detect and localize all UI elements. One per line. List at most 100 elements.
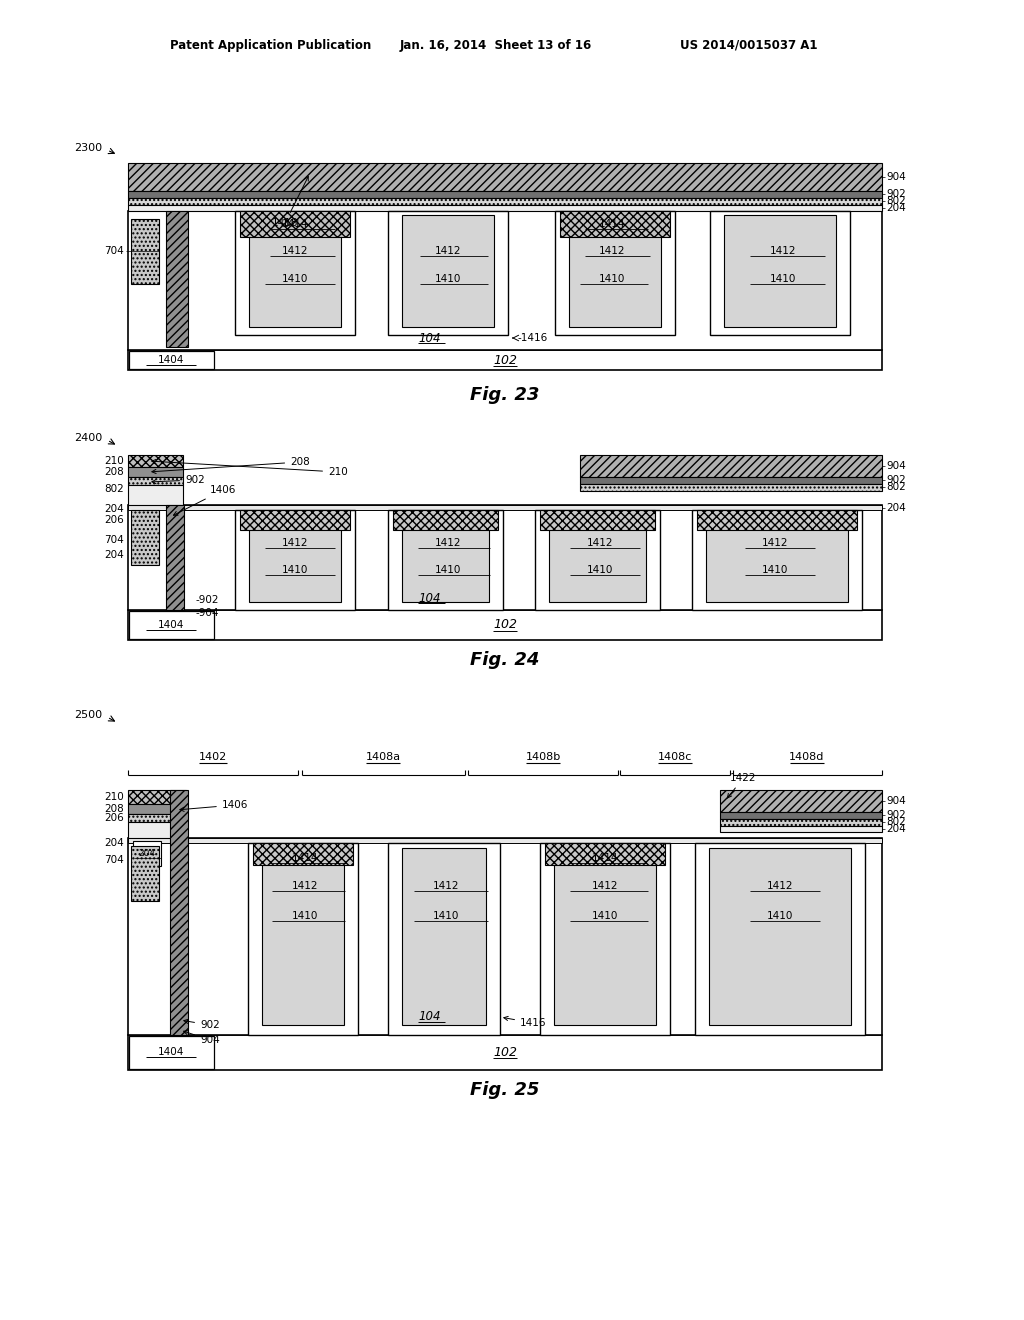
Bar — [131, 219, 159, 284]
Bar — [720, 826, 882, 832]
Text: 1414: 1414 — [592, 853, 618, 863]
Bar — [128, 506, 882, 510]
Text: -1416: -1416 — [518, 333, 548, 343]
Bar — [393, 510, 498, 531]
Text: 1414: 1414 — [292, 853, 318, 863]
Text: 1408b: 1408b — [525, 752, 560, 762]
Bar — [128, 804, 186, 814]
Text: 904: 904 — [886, 172, 906, 182]
Bar — [129, 1036, 214, 1069]
Bar — [402, 847, 486, 1026]
Text: 1402: 1402 — [199, 752, 227, 762]
Text: 1410: 1410 — [435, 275, 461, 284]
Bar — [128, 822, 186, 838]
Text: US 2014/0015037 A1: US 2014/0015037 A1 — [680, 38, 817, 51]
Bar — [128, 789, 186, 804]
Bar — [540, 843, 670, 1035]
Bar — [569, 215, 662, 327]
Bar — [248, 843, 358, 1035]
Text: 1412: 1412 — [770, 246, 797, 256]
Text: 704: 704 — [104, 535, 124, 545]
Text: 1404: 1404 — [158, 1047, 184, 1057]
Bar — [128, 506, 882, 610]
Text: 902: 902 — [184, 1019, 220, 1030]
Bar — [692, 510, 862, 610]
Text: 204: 204 — [104, 550, 124, 560]
Text: 1410: 1410 — [587, 565, 613, 576]
Bar — [234, 211, 355, 335]
Text: 204: 204 — [138, 849, 156, 858]
Bar — [128, 814, 186, 822]
Bar — [166, 211, 188, 347]
Text: 1412: 1412 — [433, 880, 459, 891]
Bar — [545, 843, 665, 865]
Text: 1406: 1406 — [180, 800, 248, 812]
Text: -904: -904 — [195, 609, 218, 618]
Bar — [540, 510, 655, 531]
Text: 1410: 1410 — [435, 565, 461, 576]
Bar — [402, 215, 494, 327]
Bar — [554, 847, 656, 1026]
Text: 802: 802 — [886, 817, 906, 828]
Text: 1412: 1412 — [292, 880, 318, 891]
Text: 1408c: 1408c — [657, 752, 692, 762]
Text: Fig. 24: Fig. 24 — [470, 651, 540, 669]
Bar — [128, 838, 882, 843]
Text: 1412: 1412 — [762, 539, 788, 548]
Text: 902: 902 — [886, 189, 906, 199]
Bar — [720, 818, 882, 826]
Text: 2300: 2300 — [74, 143, 102, 153]
Bar — [128, 838, 882, 1035]
Text: 1412: 1412 — [282, 246, 308, 256]
Text: 208: 208 — [104, 467, 124, 477]
Bar — [128, 455, 183, 467]
Bar — [249, 215, 341, 327]
Text: 1410: 1410 — [770, 275, 797, 284]
Bar — [262, 847, 344, 1026]
Bar — [697, 510, 857, 531]
Text: 802: 802 — [886, 482, 906, 492]
Text: 902: 902 — [152, 475, 205, 484]
Text: 1410: 1410 — [599, 275, 626, 284]
Bar — [580, 477, 882, 484]
Text: 206: 206 — [104, 813, 124, 822]
Text: 904: 904 — [886, 461, 906, 471]
Text: 1416: 1416 — [504, 1016, 547, 1028]
Bar — [131, 510, 159, 565]
Bar — [549, 515, 646, 602]
Bar — [720, 789, 882, 812]
Text: 1410: 1410 — [762, 565, 788, 576]
Text: Patent Application Publication: Patent Application Publication — [170, 38, 372, 51]
Text: -902: -902 — [195, 595, 218, 605]
Text: 2500: 2500 — [74, 710, 102, 719]
Bar — [240, 211, 350, 238]
Text: 902: 902 — [886, 475, 906, 484]
Text: 2400: 2400 — [74, 433, 102, 444]
Text: 210: 210 — [104, 455, 124, 466]
Text: 1404: 1404 — [158, 355, 184, 366]
Bar — [695, 843, 865, 1035]
Text: 1412: 1412 — [435, 246, 461, 256]
Bar — [402, 515, 489, 602]
Text: 104: 104 — [419, 331, 441, 345]
Text: 1422: 1422 — [727, 774, 757, 799]
Text: 102: 102 — [493, 1045, 517, 1059]
Text: 210: 210 — [152, 459, 348, 477]
Text: 1412: 1412 — [767, 880, 794, 891]
Bar — [560, 211, 670, 238]
Bar — [555, 211, 675, 335]
Text: 704: 704 — [104, 855, 124, 865]
Text: 1408d: 1408d — [790, 752, 824, 762]
Text: 704: 704 — [104, 246, 124, 256]
Bar — [170, 789, 188, 1035]
Text: 1410: 1410 — [592, 911, 618, 921]
Text: 1410: 1410 — [282, 565, 308, 576]
Bar — [128, 484, 183, 506]
Text: 1414: 1414 — [599, 219, 626, 228]
Text: 1410: 1410 — [282, 275, 308, 284]
Text: 1410: 1410 — [292, 911, 318, 921]
Bar — [720, 812, 882, 818]
Bar — [133, 841, 161, 866]
Bar — [129, 611, 214, 639]
Text: 104: 104 — [419, 591, 441, 605]
